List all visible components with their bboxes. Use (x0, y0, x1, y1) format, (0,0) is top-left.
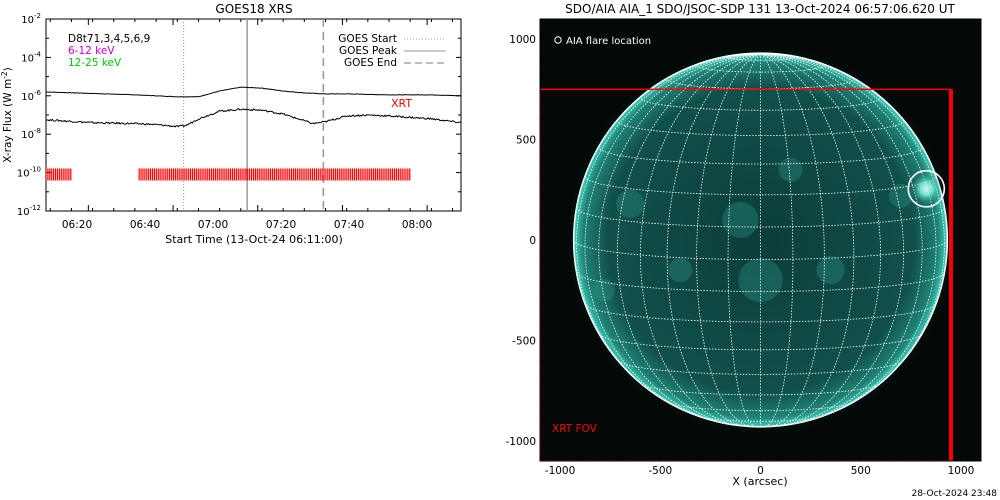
goes-series-group (46, 86, 461, 128)
goes-x-axis-label: Start Time (13-Oct-24 06:11:00) (165, 233, 343, 246)
goes-x-tick-label: 06:20 (62, 219, 92, 231)
grid-line (599, 334, 922, 351)
aia-x-tick-label: 1000 (948, 465, 975, 477)
legend-detectors: D8t71,3,4,5,6,9 (68, 33, 150, 45)
aia-x-tick-label: 0 (757, 465, 764, 477)
xrt-observation-segment (46, 168, 72, 181)
aia-y-tick-label: 500 (516, 135, 536, 147)
goes-y-tick-label: 10-2 (21, 12, 41, 26)
grid-line (760, 53, 794, 427)
aia-x-tick-label: -500 (648, 465, 672, 477)
goes-y-tick-label: 10-10 (17, 166, 41, 180)
flare-brightening (910, 173, 942, 205)
grid-line (760, 53, 937, 420)
xrt-observation-bars (46, 168, 411, 181)
goes-long-channel-line (46, 86, 461, 98)
grid-line (598, 146, 923, 165)
goes-axes: 10-12 10-10 10-8 10-6 10-4 10-2 06:20 06:40 07:0… (17, 12, 461, 231)
goes-y-tick-label: 10-8 (21, 127, 41, 141)
flare-location-circle (907, 169, 946, 208)
active-region-brightening (816, 256, 845, 285)
grid-line (727, 53, 761, 427)
active-region-brightening (722, 201, 759, 238)
grid-line (666, 53, 761, 427)
grid-line (668, 402, 853, 412)
grid-line (576, 207, 945, 228)
legend-6-12kev: 6-12 keV (68, 45, 115, 57)
xrt-observation-segment (138, 168, 411, 181)
aia-x-axis-label: X (arcsec) (732, 475, 787, 488)
grid-line (760, 53, 945, 399)
goes-time-markers (183, 19, 325, 211)
aia-image-chart: SDO/AIA AIA_1 SDO/JSOC-SDP 131 13-Oct-20… (505, 2, 982, 488)
goes-x-tick-label: 06:40 (130, 219, 160, 231)
grid-line (584, 304, 937, 323)
grid-line (584, 53, 761, 420)
grid-line (616, 119, 905, 136)
goes-legend-topright: GOES Start GOES Peak GOES End (338, 33, 446, 69)
xrt-label: XRT (391, 97, 412, 110)
goes-chart-title: GOES18 XRS (215, 2, 292, 16)
flare-location-legend-label: AIA flare location (566, 36, 651, 47)
grid-line (617, 360, 904, 375)
goes-legend-topleft: D8t71,3,4,5,6,9 6-12 keV 12-25 keV (68, 33, 150, 69)
goes-x-tick-label: 07:00 (198, 219, 228, 231)
flare-location-legend-icon (554, 36, 562, 44)
grid-line (639, 96, 882, 111)
grid-line (760, 53, 855, 427)
aia-y-tick-label: -500 (512, 335, 536, 347)
legend-goes-peak: GOES Peak (339, 45, 398, 57)
aia-axes: -1000 -500 0 500 1000 -1000 -500 0 500 1000 (505, 34, 974, 477)
aia-x-tick-label: 500 (851, 465, 871, 477)
active-region-brightening (668, 258, 693, 283)
flare-location-marker (907, 169, 946, 208)
active-region-brightening (778, 157, 803, 182)
active-region-brightening (888, 183, 913, 208)
aia-x-tick-label: -1000 (545, 465, 576, 477)
legend-12-25kev: 12-25 keV (68, 57, 122, 69)
aia-y-tick-label: 0 (529, 235, 536, 247)
legend-goes-start: GOES Start (338, 33, 397, 45)
goes-x-tick-label: 07:40 (334, 219, 364, 231)
active-region-brightening (593, 279, 616, 302)
grid-line (760, 53, 881, 427)
goes-xrs-chart: GOES18 XRS 10-12 10-10 10-8 10-6 10-4 10-2 06:… (0, 2, 462, 246)
goes-x-tick-label: 08:00 (402, 219, 432, 231)
footer-timestamp: 28-Oct-2024 23:48 (912, 489, 998, 499)
goes-short-channel-line (46, 107, 461, 128)
legend-goes-end: GOES End (344, 57, 397, 69)
grid-line (640, 53, 761, 427)
goes-x-tick-label: 07:20 (266, 219, 296, 231)
solar-limb (572, 52, 949, 428)
aia-chart-title: SDO/AIA AIA_1 SDO/JSOC-SDP 131 13-Oct-20… (565, 2, 955, 16)
grid-line (641, 383, 880, 396)
aia-y-tick-label: 1000 (509, 34, 536, 46)
grid-line (576, 53, 761, 399)
goes-y-tick-label: 10-12 (17, 204, 41, 218)
goes-y-tick-label: 10-4 (21, 50, 41, 64)
active-region-brightening (616, 189, 645, 218)
aia-y-tick-label: -1000 (505, 436, 536, 448)
xrt-fov-box (540, 88, 953, 461)
aia-legend: AIA flare location (554, 36, 651, 47)
goes-y-axis-label: X-ray Flux (W m-2) (0, 67, 14, 163)
goes-y-tick-label: 10-6 (21, 89, 41, 103)
xrt-fov-label: XRT FOV (552, 423, 598, 435)
